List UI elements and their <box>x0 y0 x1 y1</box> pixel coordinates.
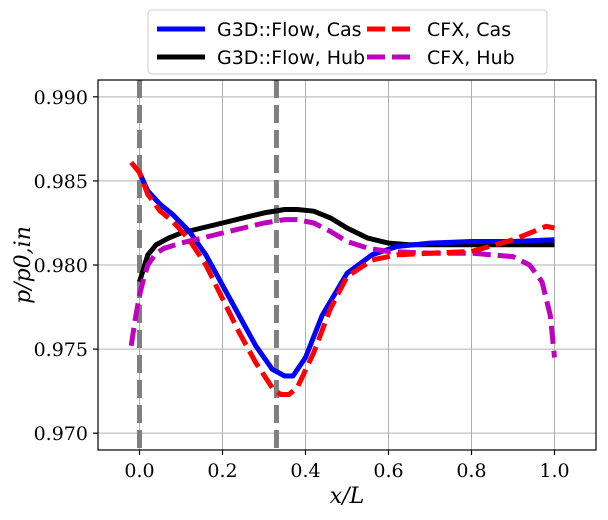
series-line <box>128 217 557 358</box>
legend-label: G3D::Flow, Hub <box>217 47 365 69</box>
y-tick-label: 0.980 <box>34 255 88 277</box>
legend-label: CFX, Cas <box>427 19 511 41</box>
vertical-markers <box>137 80 279 450</box>
legend-label: CFX, Hub <box>427 47 515 69</box>
y-axis-label: p/p0,in <box>11 226 36 304</box>
plot-area <box>128 160 557 397</box>
x-tick-label: 1.0 <box>539 460 569 482</box>
y-tick-label: 0.985 <box>34 171 88 193</box>
legend-label: G3D::Flow, Cas <box>217 19 362 41</box>
y-tick-label: 0.970 <box>34 423 88 445</box>
x-tick-label: 0.2 <box>207 460 237 482</box>
y-tick-label: 0.990 <box>34 87 88 109</box>
x-axis-label: x/L <box>330 484 364 509</box>
x-tick-label: 0.6 <box>373 460 403 482</box>
x-tick-label: 0.0 <box>124 460 154 482</box>
axis-ticks: 0.0 0.2 0.4 0.6 0.8 1.0 0.970 0.975 0.980 0.985 0.… <box>34 87 570 482</box>
grid <box>98 80 596 450</box>
y-tick-label: 0.975 <box>34 339 88 361</box>
legend-box <box>147 9 548 75</box>
x-tick-label: 0.4 <box>290 460 320 482</box>
series-line <box>137 171 555 379</box>
series-line <box>129 160 556 397</box>
x-tick-label: 0.8 <box>456 460 486 482</box>
